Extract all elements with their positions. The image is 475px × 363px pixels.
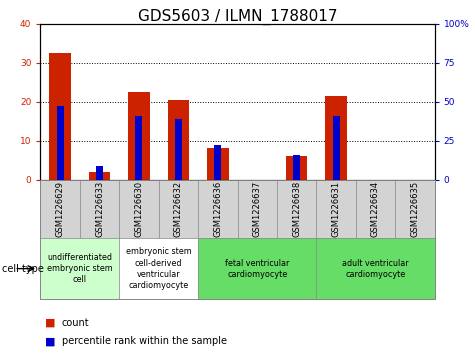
Text: GSM1226634: GSM1226634 (371, 181, 380, 237)
Text: GSM1226630: GSM1226630 (134, 181, 143, 237)
Text: count: count (62, 318, 89, 328)
Text: embryonic stem
cell-derived
ventricular
cardiomyocyte: embryonic stem cell-derived ventricular … (126, 248, 191, 290)
Bar (128, 92, 150, 180)
Text: GSM1226638: GSM1226638 (292, 181, 301, 237)
Text: GSM1226636: GSM1226636 (213, 181, 222, 237)
Text: ■: ■ (45, 336, 56, 346)
Bar (293, 155, 300, 180)
Text: undifferentiated
embryonic stem
cell: undifferentiated embryonic stem cell (47, 253, 113, 284)
Text: cell type: cell type (2, 264, 44, 274)
Bar (214, 145, 221, 180)
Bar (96, 166, 103, 180)
Bar (332, 116, 340, 180)
Text: percentile rank within the sample: percentile rank within the sample (62, 336, 227, 346)
Text: GSM1226635: GSM1226635 (410, 181, 419, 237)
Text: fetal ventricular
cardiomyocyte: fetal ventricular cardiomyocyte (225, 258, 289, 279)
Text: GSM1226631: GSM1226631 (332, 181, 341, 237)
Bar (57, 106, 64, 180)
Bar (49, 53, 71, 180)
Text: GSM1226637: GSM1226637 (253, 181, 262, 237)
Bar (89, 172, 110, 180)
Bar (168, 100, 189, 180)
Bar (286, 156, 307, 180)
Text: GSM1226629: GSM1226629 (56, 181, 65, 237)
Text: GDS5603 / ILMN_1788017: GDS5603 / ILMN_1788017 (138, 9, 337, 25)
Text: adult ventricular
cardiomyocyte: adult ventricular cardiomyocyte (342, 258, 409, 279)
Bar (325, 96, 347, 180)
Text: ■: ■ (45, 318, 56, 328)
Bar (175, 119, 182, 180)
Bar (207, 148, 228, 180)
Text: GSM1226633: GSM1226633 (95, 181, 104, 237)
Text: GSM1226632: GSM1226632 (174, 181, 183, 237)
Bar (135, 116, 142, 180)
